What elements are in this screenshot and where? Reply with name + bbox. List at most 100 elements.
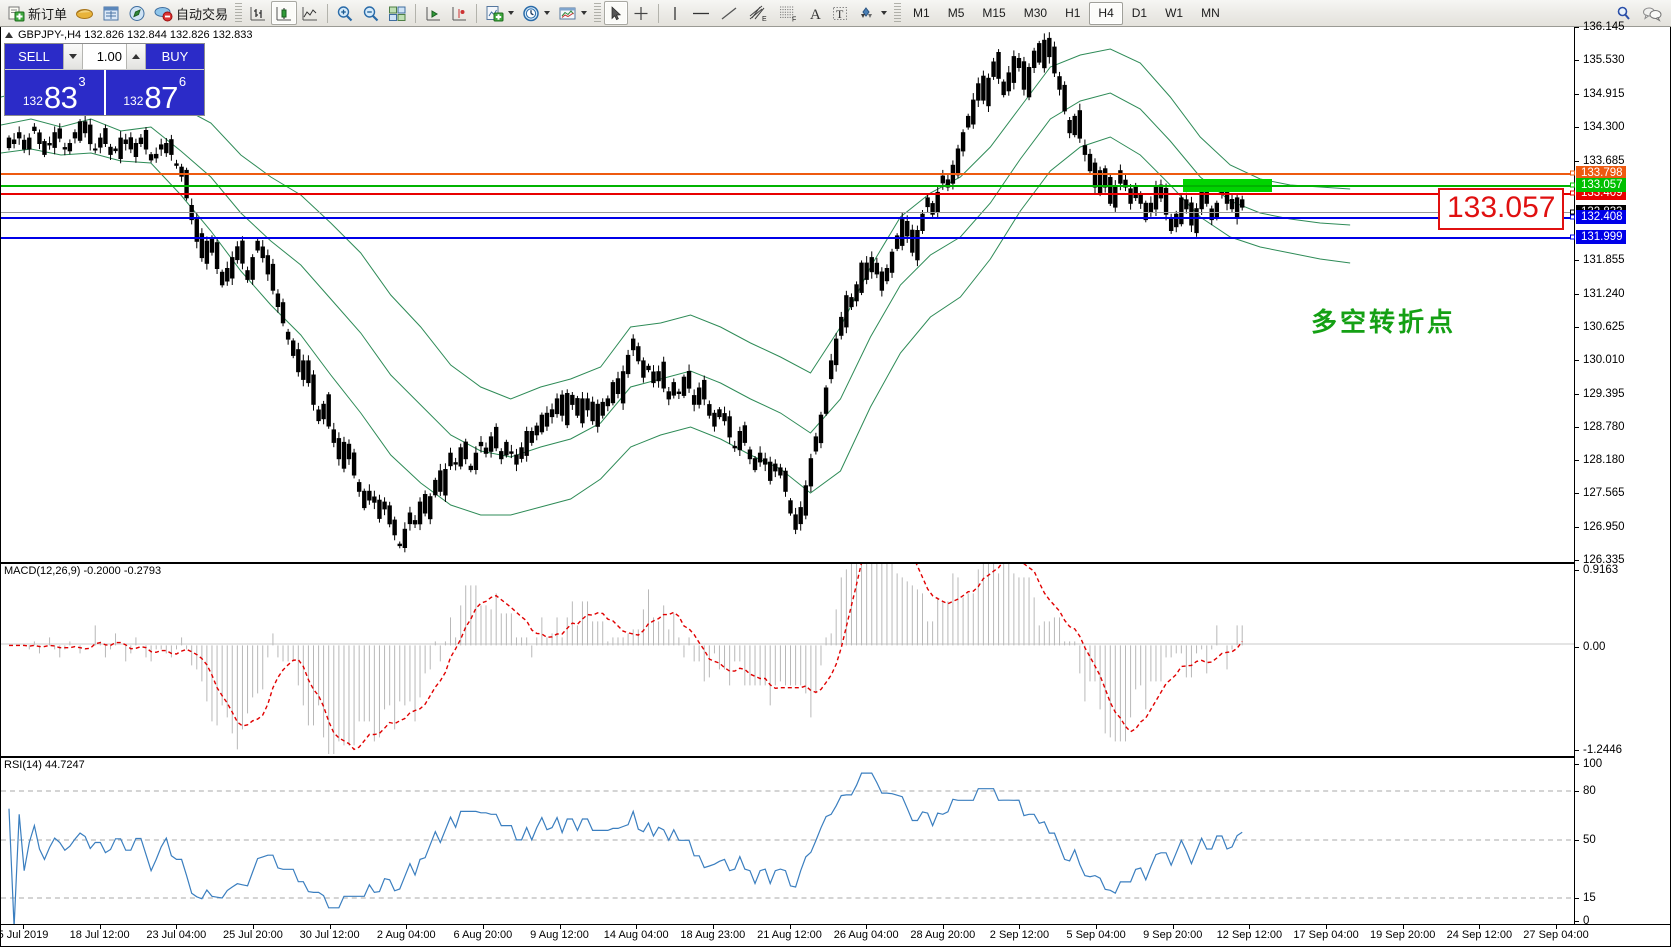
timeframe-mn[interactable]: MN [1201, 6, 1220, 20]
text-button[interactable]: A [803, 1, 827, 25]
time-axis-label: 5 Jul 2019 [0, 929, 49, 941]
bollinger-middle-band [1, 92, 1351, 458]
time-axis-label: 23 Jul 04:00 [146, 929, 207, 941]
svg-text:A: A [810, 7, 821, 22]
time-axis-tick [1556, 925, 1557, 929]
price-level-chip-133798[interactable]: 133.798 [1570, 166, 1626, 180]
chart-window[interactable]: 多空转折点 133.057 MACD(12,26,9) -0.2000 -0.2… [0, 21, 1671, 947]
chat-button[interactable] [1637, 1, 1667, 25]
fibonacci-button[interactable]: F [773, 1, 803, 25]
price-level-chip-133057[interactable]: 133.057 [1570, 178, 1626, 192]
line-chart-button[interactable] [297, 1, 323, 25]
level-handle[interactable] [1570, 209, 1575, 215]
buy-price-cell[interactable]: 132 87 6 [103, 70, 204, 115]
chart-plot-area[interactable]: 多空转折点 133.057 MACD(12,26,9) -0.2000 -0.2… [1, 27, 1574, 924]
bollinger-lower-band [1, 136, 1351, 516]
time-axis-label: 2 Aug 04:00 [376, 929, 436, 941]
equidistant-channel-button[interactable]: E [743, 1, 773, 25]
rsi-pane[interactable]: RSI(14) 44.7247 [1, 756, 1574, 924]
volume-decrement-button[interactable] [64, 44, 83, 69]
symbol-header: GBPJPY-,H4 132.826 132.844 132.826 132.8… [5, 29, 252, 41]
chevron-up-icon-volume [132, 54, 140, 59]
expert-advisor-button[interactable] [71, 1, 98, 25]
timeframe-h4[interactable]: H4 [1089, 1, 1123, 25]
tile-windows-button[interactable] [384, 1, 411, 25]
price-axis-label: 127.565 [1583, 487, 1625, 500]
timeframe-d1[interactable]: D1 [1131, 6, 1148, 20]
macd-axis-min: -1.2446 [1583, 744, 1623, 756]
zoom-in-button[interactable] [332, 1, 358, 25]
one-click-trading-panel[interactable]: SELL 1.00 BUY 132 83 3 [4, 43, 205, 116]
autotrading-button[interactable]: 自动交易 [150, 1, 232, 25]
bar-chart-button[interactable] [245, 1, 271, 25]
rsi-axis-0: 0 [1583, 915, 1590, 927]
price-pane[interactable]: 多空转折点 133.057 [1, 27, 1574, 560]
macd-pane[interactable]: MACD(12,26,9) -0.2000 -0.2793 [1, 562, 1574, 754]
horizontal-line-icon [693, 12, 710, 14]
collapse-arrow-icon[interactable] [5, 32, 13, 38]
axis-tick [1575, 750, 1579, 751]
search-icon [1617, 6, 1630, 20]
candlestick-chart-button[interactable] [271, 1, 298, 25]
time-axis-tick [1172, 925, 1174, 929]
shift-end-button[interactable] [420, 1, 446, 25]
new-order-icon [8, 6, 25, 21]
vertical-line-button[interactable] [663, 1, 687, 25]
timeframe-w1[interactable]: W1 [1165, 6, 1184, 20]
volume-value[interactable]: 1.00 [83, 44, 126, 69]
add-indicator-icon [486, 5, 504, 21]
new-order-button[interactable]: 新订单 [4, 1, 71, 25]
crosshair-icon [634, 6, 648, 20]
toolbar-divider-2 [415, 3, 417, 23]
cursor-button[interactable] [604, 1, 629, 25]
level-handle[interactable] [1570, 234, 1575, 240]
price-axis-label: 131.240 [1583, 287, 1625, 300]
time-axis-label: 24 Sep 12:00 [1446, 929, 1513, 941]
price-axis-tick [1575, 459, 1579, 461]
level-handle[interactable] [1570, 182, 1575, 188]
axis-tick [1575, 840, 1579, 841]
volume-field[interactable]: 1.00 [63, 44, 146, 69]
templates-button[interactable] [554, 1, 591, 25]
search-button[interactable] [1611, 1, 1637, 25]
autotrading-icon [154, 6, 173, 21]
timeframe-m1[interactable]: M1 [913, 6, 930, 20]
volume-increment-button[interactable] [126, 44, 145, 69]
vertical-line-icon [674, 6, 676, 20]
data-window-button[interactable] [98, 1, 124, 25]
crosshair-button[interactable] [628, 1, 654, 25]
zoom-out-icon [363, 5, 379, 21]
add-indicator-button[interactable] [481, 1, 518, 25]
chat-icon [1643, 7, 1662, 22]
price-axis-label: 134.300 [1583, 121, 1625, 134]
shapes-button[interactable] [853, 1, 891, 25]
text-label-icon: T [833, 6, 848, 21]
buy-button[interactable]: BUY [146, 44, 204, 69]
new-order-label: 新订单 [28, 6, 68, 22]
sell-button[interactable]: SELL [5, 44, 63, 69]
sell-price-cell[interactable]: 132 83 3 [5, 70, 104, 115]
period-button[interactable] [518, 1, 554, 25]
time-axis-tick [406, 925, 408, 929]
zoom-out-button[interactable] [358, 1, 384, 25]
price-axis[interactable]: 136.145 135.530 134.915 134.300 133.685 131.8… [1570, 21, 1670, 927]
level-handle[interactable] [1570, 170, 1575, 176]
time-axis-tick [1019, 925, 1021, 929]
timeframe-h1[interactable]: H1 [1065, 6, 1081, 20]
horizontal-line-button[interactable] [687, 1, 715, 25]
auto-scroll-button[interactable] [446, 1, 472, 25]
timeframe-m30[interactable]: M30 [1023, 6, 1048, 20]
time-axis[interactable]: 5 Jul 2019 18 Jul 12:00 23 Jul 04:00 25 Jul… [0, 924, 1670, 946]
trendline-button[interactable] [715, 1, 743, 25]
level-handle[interactable] [1570, 190, 1575, 196]
time-axis-tick [329, 925, 331, 929]
toolbar-divider-3 [476, 3, 478, 23]
timeframe-m15[interactable]: M15 [982, 6, 1006, 20]
timeframe-m5[interactable]: M5 [947, 6, 965, 20]
price-axis-label: 130.010 [1583, 354, 1625, 367]
text-label-button[interactable]: T [827, 1, 853, 25]
level-handle[interactable] [1570, 214, 1575, 220]
price-level-chip-131999[interactable]: 131.999 [1570, 230, 1626, 244]
navigator-button[interactable] [124, 1, 150, 25]
price-level-chip-132408[interactable]: 132.408 [1570, 210, 1626, 224]
